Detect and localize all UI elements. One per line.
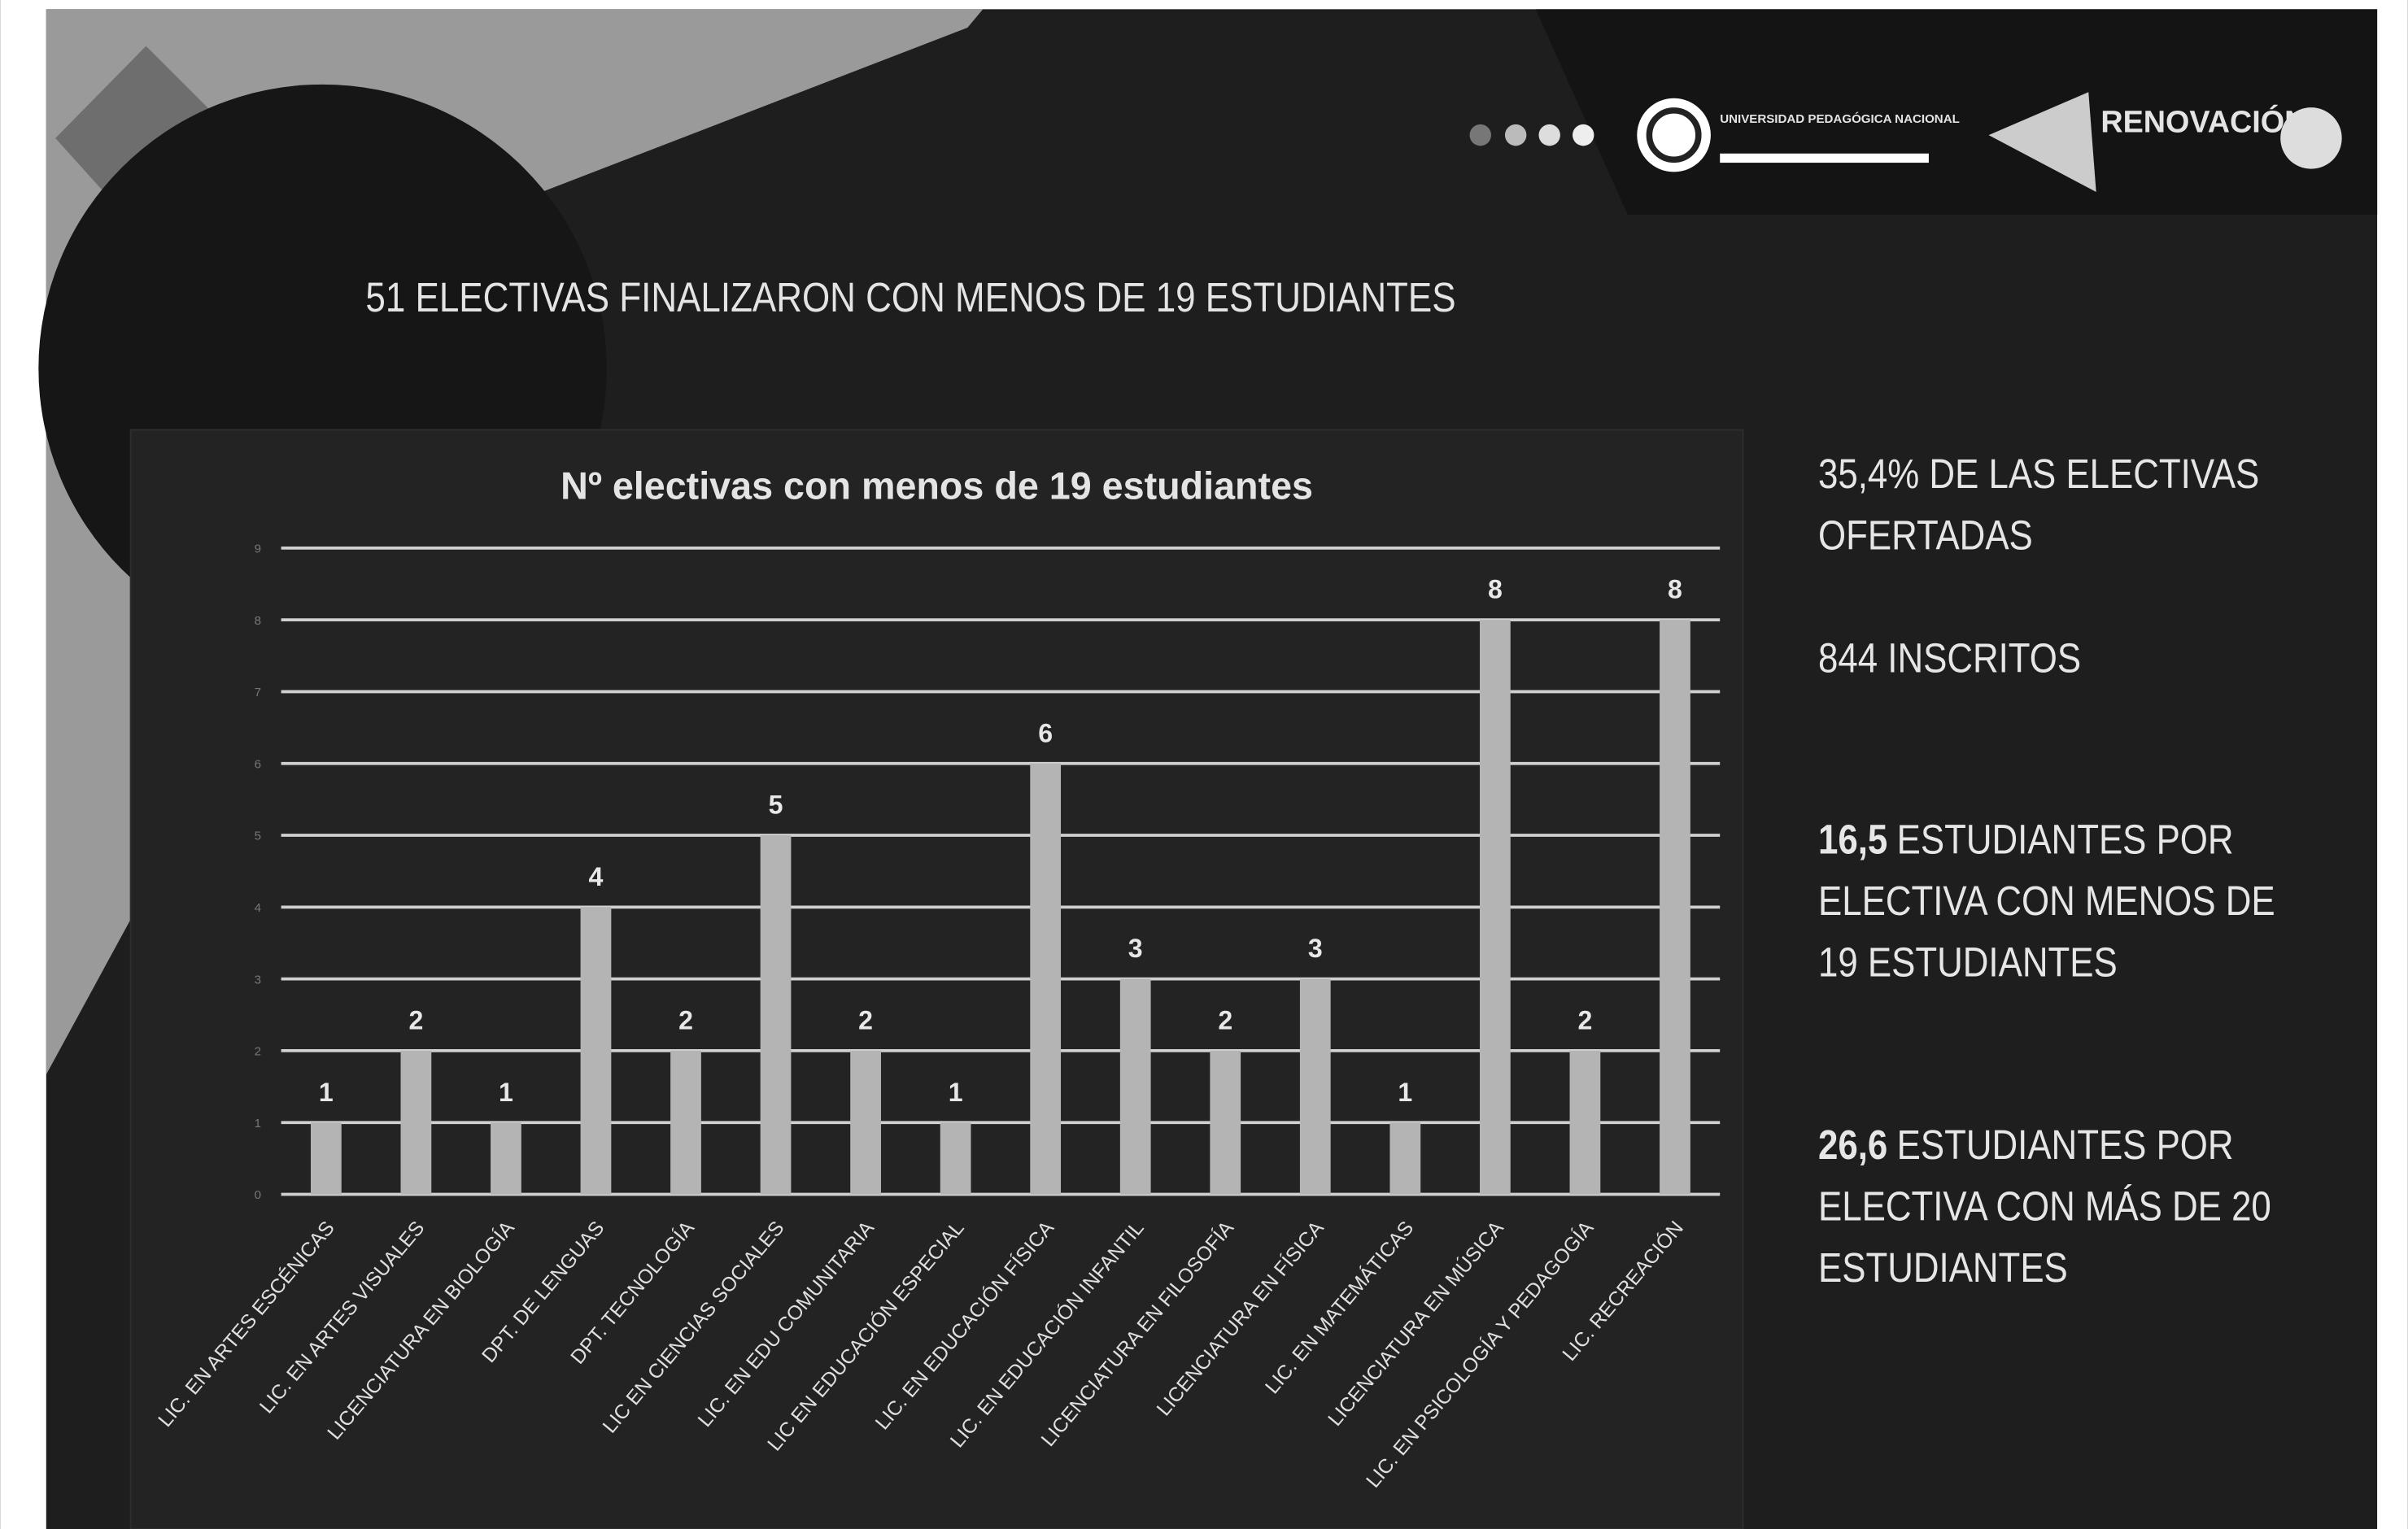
slide-title: 51 ELECTIVAS FINALIZARON CON MENOS DE 19… (365, 274, 1455, 320)
fact-line: ELECTIVA CON MENOS DE (1818, 878, 2275, 925)
data-label: 6 (1038, 718, 1053, 747)
data-label: 2 (678, 1005, 693, 1035)
data-label: 3 (1308, 934, 1323, 963)
y-tick-label: 8 (255, 614, 261, 628)
fact-line: 844 INSCRITOS (1818, 636, 2081, 682)
y-tick-label: 9 (255, 542, 261, 556)
bar (1660, 620, 1690, 1194)
data-label: 2 (408, 1005, 423, 1035)
data-label: 8 (1488, 575, 1503, 604)
bar (581, 907, 612, 1194)
y-tick-label: 4 (255, 901, 261, 915)
data-label: 2 (1577, 1005, 1592, 1035)
bar (670, 1051, 701, 1195)
fact-value: 16,5 (1818, 817, 1887, 863)
bar (401, 1051, 432, 1195)
data-label: 1 (949, 1078, 963, 1107)
data-label: 1 (1398, 1078, 1412, 1107)
logo-text: UNIVERSIDAD PEDAGÓGICA NACIONAL (1720, 111, 1960, 126)
chart-title: Nº electivas con menos de 19 estudiantes (561, 464, 1313, 507)
bar (1210, 1051, 1241, 1195)
y-tick-label: 2 (255, 1045, 261, 1059)
fact-text: 19 ESTUDIANTES (1818, 939, 2118, 986)
fact-text: OFERTADAS (1818, 513, 2033, 560)
y-tick-label: 5 (255, 830, 261, 843)
fact-line: ELECTIVA CON MÁS DE 20 (1818, 1184, 2271, 1231)
badge-text: RENOVACIÓN (2100, 104, 2306, 138)
bar (1300, 979, 1331, 1195)
bar (940, 1122, 971, 1194)
slide: UNIVERSIDAD PEDAGÓGICA NACIONAL RENOVACI… (0, 0, 2408, 1529)
data-label: 2 (858, 1005, 873, 1035)
logo-bar (1720, 154, 1929, 163)
bar (761, 835, 792, 1194)
bar (850, 1051, 881, 1195)
fact-line: OFERTADAS (1818, 513, 2033, 560)
bar (1480, 620, 1511, 1194)
data-label: 3 (1128, 934, 1143, 963)
y-tick-label: 1 (255, 1117, 261, 1130)
data-label: 2 (1218, 1005, 1232, 1035)
fact-line: ESTUDIANTES (1818, 1245, 2068, 1292)
bar (1030, 764, 1061, 1195)
fact-value: 26,6 (1818, 1122, 1887, 1169)
fact-line: 19 ESTUDIANTES (1818, 939, 2118, 986)
data-label: 4 (589, 862, 604, 891)
y-tick-label: 0 (255, 1188, 261, 1202)
badge-emblem (2280, 107, 2342, 169)
fact-line: 35,4% DE LAS ELECTIVAS (1818, 451, 2259, 498)
fact-text: ESTUDIANTES POR (1897, 817, 2234, 863)
y-tick-label: 3 (255, 973, 261, 987)
fact-text: ESTUDIANTES (1818, 1245, 2068, 1292)
fact-text: 844 INSCRITOS (1818, 636, 2081, 682)
data-label: 5 (769, 791, 783, 820)
data-label: 8 (1668, 575, 1682, 604)
bar (491, 1122, 521, 1194)
fact-text: 35,4% DE LAS ELECTIVAS (1818, 451, 2259, 498)
bar (1389, 1122, 1420, 1194)
data-label: 1 (319, 1078, 334, 1107)
fact-text: ELECTIVA CON MENOS DE (1818, 878, 2275, 925)
data-label: 1 (499, 1078, 513, 1107)
y-tick-label: 6 (255, 757, 261, 771)
bar (311, 1122, 342, 1194)
bar (1570, 1051, 1601, 1195)
bar (1120, 979, 1151, 1195)
fact-text: ELECTIVA CON MÁS DE 20 (1818, 1184, 2271, 1231)
y-tick-label: 7 (255, 686, 261, 699)
fact-text: ESTUDIANTES POR (1897, 1122, 2234, 1169)
